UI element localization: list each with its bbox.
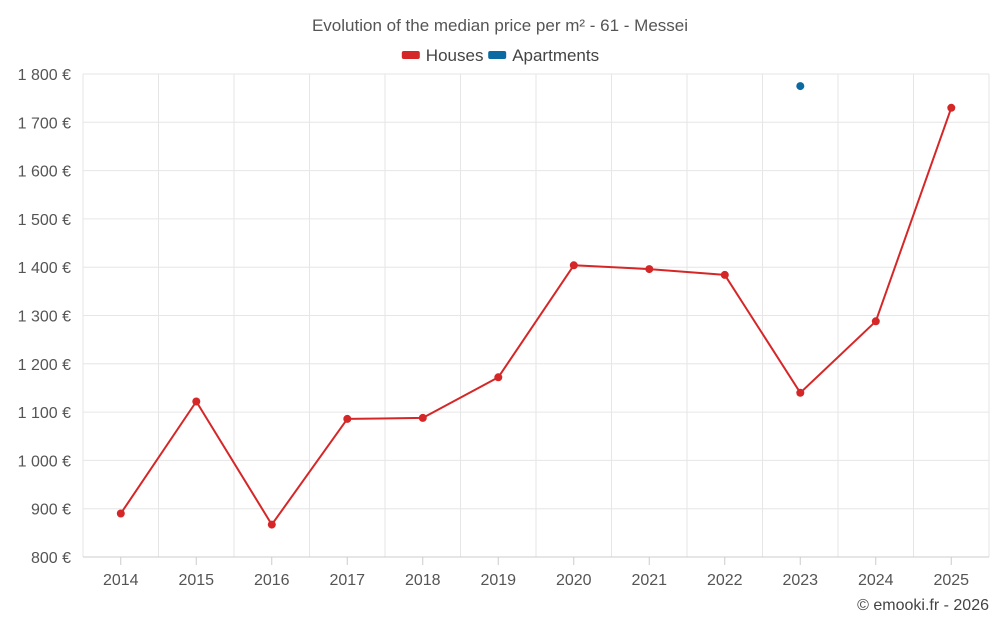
data-point-houses — [569, 261, 578, 270]
x-tick-label: 2016 — [254, 572, 290, 589]
series-group — [116, 82, 956, 529]
y-tick-label: 1 100 € — [18, 405, 71, 422]
x-axis: 2014 2015 2016 2017 2018 2019 2020 2021 2022 2023… — [83, 556, 989, 589]
y-tick-label: 1 200 € — [18, 357, 71, 374]
y-tick-label: 1 800 € — [18, 67, 71, 84]
series-line-houses — [119, 107, 953, 526]
x-tick-label: 2018 — [405, 572, 441, 589]
y-tick-label: 1 400 € — [18, 260, 71, 277]
x-tick-label: 2015 — [178, 572, 214, 589]
data-point-houses — [192, 397, 201, 406]
data-point-houses — [116, 509, 125, 518]
chart-title: Evolution of the median price per m² - 6… — [312, 16, 688, 35]
data-point-apartments — [796, 82, 805, 91]
x-tick-label: 2021 — [631, 572, 667, 589]
legend: Houses Apartments — [401, 46, 599, 65]
data-point-houses — [494, 373, 503, 382]
credit-label: © emooki.fr - 2026 — [857, 597, 989, 614]
data-point-houses — [871, 317, 880, 326]
data-point-houses — [645, 265, 654, 274]
data-point-houses — [796, 388, 805, 397]
x-tick-label: 2019 — [480, 572, 516, 589]
x-tick-label: 2023 — [782, 572, 818, 589]
y-tick-label: 1 500 € — [18, 212, 71, 229]
legend-label-houses: Houses — [426, 46, 484, 65]
y-tick-label: 1 300 € — [18, 309, 71, 326]
x-tick-label: 2017 — [329, 572, 365, 589]
grid — [82, 73, 990, 558]
data-point-houses — [267, 520, 276, 529]
y-tick-label: 1 700 € — [18, 115, 71, 132]
y-tick-label: 1 000 € — [18, 453, 71, 470]
y-tick-label: 1 600 € — [18, 164, 71, 181]
data-point-houses — [418, 413, 427, 422]
data-point-houses — [720, 270, 729, 279]
x-tick-label: 2025 — [933, 572, 969, 589]
data-point-houses — [343, 414, 352, 423]
data-point-houses — [947, 103, 956, 112]
x-tick-label: 2022 — [707, 572, 743, 589]
x-tick-label: 2024 — [858, 572, 894, 589]
legend-swatch-houses — [401, 51, 420, 59]
x-tick-label: 2014 — [103, 572, 139, 589]
y-axis: 800 € 900 € 1 000 € 1 100 € 1 200 € 1 300 € 1 … — [18, 67, 71, 567]
x-tick-label: 2020 — [556, 572, 592, 589]
y-tick-label: 800 € — [31, 550, 71, 567]
legend-swatch-apartments — [488, 51, 507, 59]
y-tick-label: 900 € — [31, 502, 71, 519]
legend-label-apartments: Apartments — [512, 46, 599, 65]
